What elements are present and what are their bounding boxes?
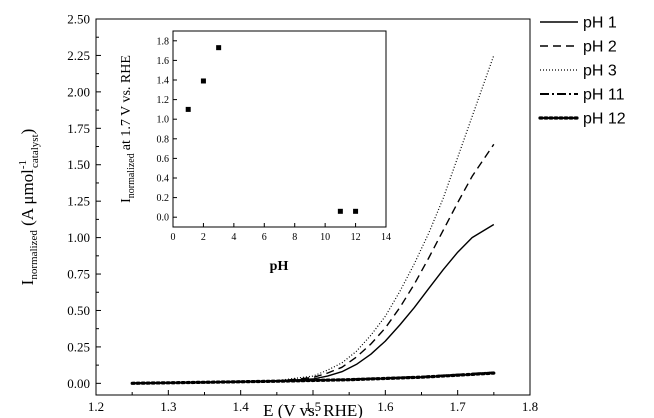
inset-y-axis-title: Inormalizedat 1.7 V vs. RHE [119, 55, 137, 203]
main-y-tick-label: 0.50 [67, 303, 90, 318]
legend-label: pH 2 [583, 39, 617, 56]
legend: pH 1 pH 2 pH 3 pH 11 pH 12 [538, 15, 626, 128]
main-x-tick-label: 1.7 [450, 399, 467, 414]
legend-label: pH 1 [583, 15, 617, 32]
main-y-tick-label: 1.00 [67, 230, 90, 245]
inset-x-tick-label: 8 [292, 232, 297, 243]
inset-plot-frame [172, 30, 387, 228]
main-x-tick-label: 1.2 [88, 399, 104, 414]
main-y-axis: 0.00 0.25 0.50 0.75 1.00 1.25 1.50 1.75 2.00 2.25… [67, 12, 101, 391]
main-y-tick-label: 1.25 [67, 194, 90, 209]
inset-x-tick-label: 0 [171, 232, 176, 243]
inset-x-tick-label: 4 [231, 232, 236, 243]
main-y-tick-label: 2.50 [67, 12, 90, 27]
inset-data-point [185, 106, 191, 112]
inset-y-tick-label: 1.8 [157, 36, 170, 47]
main-y-axis-title: Inormalized (A μmol-1catalyst) [17, 129, 41, 286]
inset-y-tick-label: 0.0 [157, 213, 170, 224]
series-line-ph-1 [132, 223, 495, 384]
inset-y-tick-label: 0.6 [157, 154, 170, 165]
main-x-tick-label: 1.5 [305, 399, 321, 414]
main-series-group [130, 55, 496, 385]
main-y-tick-label: 2.00 [67, 84, 90, 99]
main-y-tick-label: 0.00 [67, 376, 90, 391]
main-x-tick-label: 1.6 [377, 399, 394, 414]
series-line-ph-12 [130, 371, 496, 385]
main-y-tick-label: 0.25 [67, 339, 90, 354]
inset-x-tick-label: 12 [351, 232, 361, 243]
main-x-axis: 1.2 1.3 1.4 1.5 1.6 1.7 1.8 [88, 390, 538, 414]
inset-x-tick-label: 6 [262, 232, 267, 243]
legend-label: pH 11 [583, 87, 625, 104]
inset-y-tick-label: 1.4 [157, 76, 170, 87]
inset-x-tick-label: 14 [381, 232, 391, 243]
inset-y-tick-label: 0.8 [157, 134, 170, 145]
inset-y-tick-label: 1.2 [157, 95, 170, 106]
inset-x-tick-label: 10 [320, 232, 330, 243]
inset-y-tick-label: 1.6 [157, 56, 170, 67]
main-y-tick-label: 2.25 [67, 48, 90, 63]
main-y-tick-label: 1.50 [67, 157, 90, 172]
inset-y-axis: 0.0 0.2 0.4 0.6 0.8 1.0 1.2 1.4 1.6 1.8 [157, 36, 177, 224]
main-x-tick-label: 1.3 [160, 399, 176, 414]
inset-y-tick-label: 0.4 [157, 174, 170, 185]
inset-data-point [353, 208, 359, 214]
main-x-axis-title: E (V vs. RHE) [263, 401, 363, 418]
legend-label: pH 3 [583, 63, 617, 80]
main-x-tick-label: 1.8 [522, 399, 538, 414]
inset-y-tick-label: 1.0 [157, 115, 170, 126]
main-y-tick-label: 1.75 [67, 121, 90, 136]
main-x-tick-label: 1.4 [233, 399, 250, 414]
inset-y-tick-label: 0.2 [157, 193, 170, 204]
inset-x-axis: 0 2 4 6 8 10 12 14 [171, 223, 391, 243]
inset-x-tick-label: 2 [201, 232, 206, 243]
series-line-ph-2 [132, 143, 495, 384]
main-y-tick-label: 0.75 [67, 267, 90, 282]
legend-label: pH 12 [583, 111, 626, 128]
inset-data-point [337, 208, 343, 214]
inset-x-axis-title: pH [270, 259, 289, 274]
inset-points-group [185, 45, 359, 214]
inset-data-point [216, 45, 222, 51]
inset-data-point [200, 78, 206, 84]
